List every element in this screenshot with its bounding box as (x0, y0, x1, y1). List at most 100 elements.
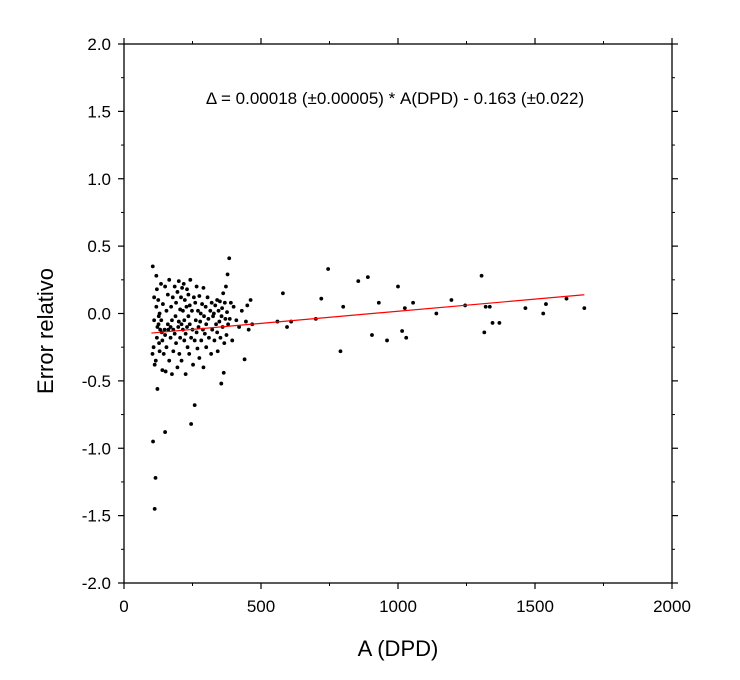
data-point (204, 345, 209, 350)
data-point (213, 303, 218, 308)
data-point (163, 333, 168, 337)
data-point (178, 335, 183, 340)
data-point (179, 295, 183, 300)
data-point (170, 372, 174, 377)
data-point (341, 304, 346, 309)
data-point (165, 322, 170, 327)
data-point (220, 306, 224, 311)
data-point (154, 273, 159, 278)
data-point (152, 362, 157, 367)
data-point (541, 311, 546, 316)
fit-line (151, 294, 585, 334)
data-point (183, 331, 188, 336)
data-point (201, 365, 206, 370)
data-point (196, 308, 200, 313)
data-point (237, 325, 241, 329)
x-tick-label: 1000 (379, 597, 417, 616)
data-point (211, 311, 216, 316)
data-point (196, 325, 201, 329)
data-point (186, 292, 191, 297)
data-point (151, 345, 156, 350)
data-point (175, 365, 180, 370)
data-point (169, 304, 174, 309)
data-point (198, 319, 203, 324)
data-point (326, 267, 331, 271)
data-point (182, 338, 187, 343)
data-point (482, 330, 487, 335)
data-point (167, 277, 172, 282)
data-point (203, 304, 208, 309)
data-point (179, 358, 184, 363)
data-point (168, 325, 173, 329)
y-tick-label: 0.0 (87, 305, 111, 324)
data-point (156, 298, 161, 302)
data-point (176, 319, 181, 324)
data-point (207, 335, 211, 340)
data-point (400, 329, 405, 333)
data-point (544, 302, 548, 306)
y-tick-label: 1.5 (87, 102, 111, 121)
data-point (159, 318, 164, 323)
data-point (183, 372, 188, 377)
data-point (490, 321, 495, 325)
data-point (200, 302, 204, 306)
data-point (153, 475, 158, 480)
data-point (160, 338, 165, 343)
data-point (176, 325, 181, 329)
data-point (564, 296, 569, 301)
y-axis-ticks: -2.0 -1.5 -1.0 -0.5 0.0 0.5 1.0 1.5 2.0 (82, 35, 678, 593)
data-point (582, 306, 587, 311)
data-point (154, 287, 159, 292)
y-tick-label: 0.5 (87, 237, 111, 256)
data-point (281, 291, 285, 296)
data-point (192, 403, 197, 408)
data-point (449, 298, 454, 302)
data-point (376, 300, 381, 305)
data-point (177, 352, 182, 356)
data-point (248, 298, 253, 302)
data-point (164, 308, 169, 313)
data-point (222, 341, 227, 346)
data-point (194, 330, 199, 335)
data-point (197, 356, 202, 360)
data-point (215, 349, 220, 354)
data-point (219, 381, 224, 386)
data-point (201, 285, 206, 290)
data-point (191, 362, 195, 367)
data-point (185, 287, 189, 292)
data-point (157, 311, 162, 316)
data-point (172, 331, 177, 336)
data-point (206, 316, 211, 321)
data-point (170, 295, 175, 300)
x-tick-label: 2000 (653, 597, 691, 616)
data-point (483, 304, 488, 309)
data-point (224, 284, 228, 289)
data-point (152, 506, 157, 511)
y-tick-label: -1.5 (82, 507, 111, 526)
data-point (404, 335, 409, 340)
data-point (160, 368, 165, 372)
data-point (167, 358, 172, 363)
data-point (156, 322, 161, 327)
data-point (222, 300, 227, 305)
data-point (197, 294, 202, 298)
data-point (152, 295, 157, 300)
data-point (159, 281, 163, 286)
y-tick-label: -0.5 (82, 372, 111, 391)
data-point (228, 300, 233, 305)
data-point (182, 298, 187, 302)
data-point (487, 304, 492, 309)
data-point (163, 284, 168, 289)
data-point (186, 314, 191, 319)
data-point (189, 335, 194, 340)
data-point (192, 338, 197, 343)
data-point (245, 303, 250, 308)
y-tick-label: -1.0 (82, 439, 111, 458)
data-point (204, 322, 209, 327)
data-point (187, 322, 192, 327)
data-point (162, 327, 167, 332)
data-point (209, 352, 214, 356)
data-point (411, 300, 415, 305)
data-point (212, 338, 217, 343)
